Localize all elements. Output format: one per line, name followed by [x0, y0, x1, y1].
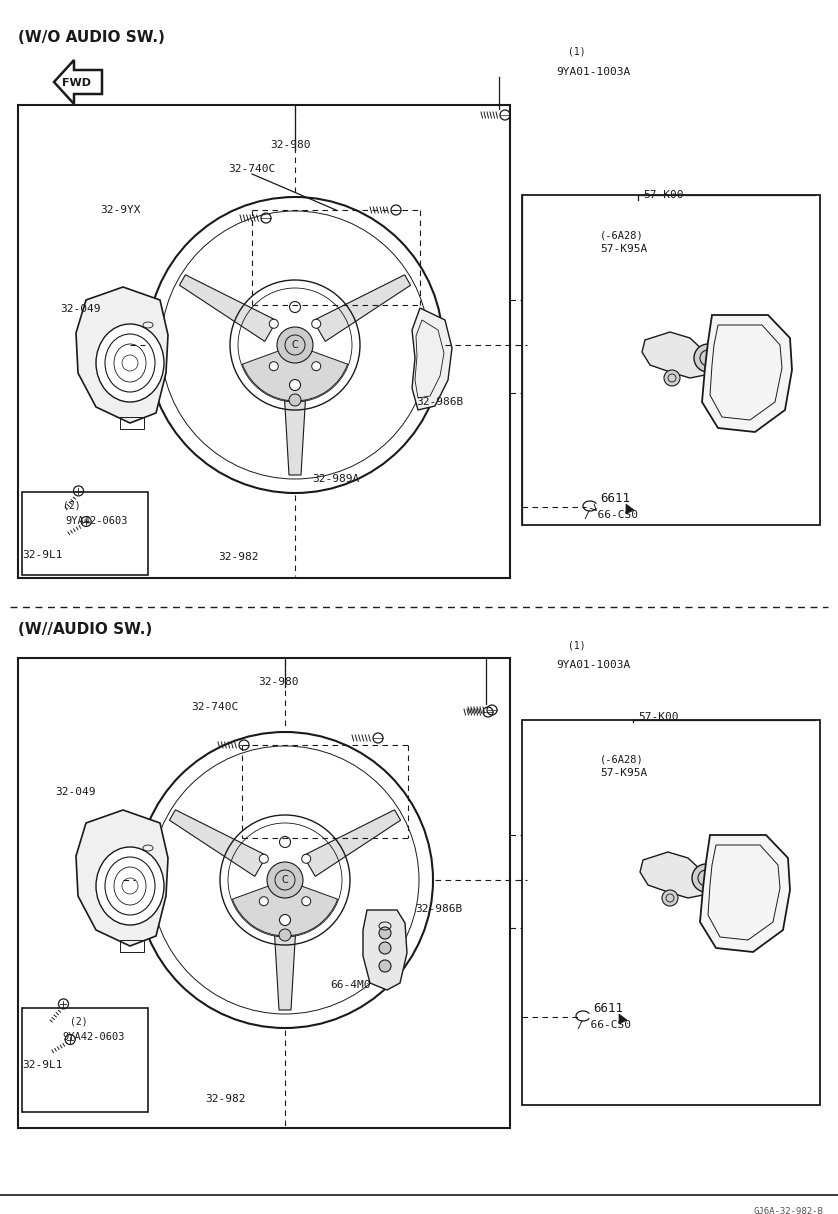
Circle shape [662, 890, 678, 906]
Polygon shape [702, 314, 792, 432]
Text: 9YA01-1003A: 9YA01-1003A [556, 660, 630, 670]
Text: (1): (1) [568, 640, 586, 649]
Circle shape [379, 927, 391, 938]
Text: 57-K95A: 57-K95A [600, 244, 647, 254]
Text: 32-740C: 32-740C [191, 702, 239, 711]
Polygon shape [169, 810, 266, 877]
Text: 32-980: 32-980 [258, 677, 298, 687]
Circle shape [289, 395, 301, 405]
Polygon shape [313, 274, 411, 341]
Circle shape [267, 862, 303, 898]
Wedge shape [242, 345, 348, 401]
Text: 32-986B: 32-986B [416, 397, 463, 407]
Polygon shape [283, 373, 307, 475]
Text: 32-9L1: 32-9L1 [22, 550, 63, 560]
Text: (2): (2) [70, 1016, 88, 1026]
Circle shape [289, 380, 301, 391]
Text: 9YA42-0603: 9YA42-0603 [62, 1032, 125, 1042]
Bar [522, 720, 820, 1105]
Text: GJ6A-32-982-B: GJ6A-32-982-B [753, 1207, 823, 1214]
Text: 32-049: 32-049 [60, 304, 101, 314]
Wedge shape [232, 880, 338, 936]
Text: C: C [282, 875, 288, 885]
Circle shape [269, 362, 278, 370]
Circle shape [259, 855, 268, 863]
Text: 32-980: 32-980 [270, 140, 310, 151]
Text: (-6A28): (-6A28) [600, 754, 644, 764]
Bar [120, 416, 144, 429]
Circle shape [269, 319, 278, 328]
Circle shape [692, 864, 720, 892]
Circle shape [302, 855, 311, 863]
Text: C: C [292, 340, 298, 350]
Polygon shape [412, 308, 452, 410]
Text: (2): (2) [63, 500, 80, 510]
Polygon shape [700, 835, 790, 952]
Bar [522, 195, 820, 524]
Bar [18, 104, 510, 578]
Text: 32-982: 32-982 [205, 1094, 246, 1104]
Text: 32-989A: 32-989A [312, 473, 360, 484]
Circle shape [379, 942, 391, 954]
Polygon shape [303, 810, 401, 877]
Circle shape [312, 319, 321, 328]
Text: 57-K95A: 57-K95A [600, 768, 647, 778]
Text: (W//AUDIO SW.): (W//AUDIO SW.) [18, 622, 153, 637]
Circle shape [664, 370, 680, 386]
Polygon shape [76, 287, 168, 422]
Text: 9YA42-0603: 9YA42-0603 [65, 516, 127, 526]
Text: 32-9YX: 32-9YX [100, 205, 141, 215]
Circle shape [279, 929, 291, 941]
Circle shape [259, 897, 268, 906]
Text: / 66-CS0: / 66-CS0 [584, 510, 638, 520]
Circle shape [379, 960, 391, 972]
Bar [120, 940, 144, 952]
Ellipse shape [96, 847, 164, 925]
Ellipse shape [96, 324, 164, 402]
Text: 32-986B: 32-986B [415, 904, 463, 914]
Bar [18, 658, 510, 1128]
Circle shape [277, 327, 313, 363]
Text: 66-4M0: 66-4M0 [330, 980, 370, 989]
Polygon shape [179, 274, 277, 341]
Text: 32-049: 32-049 [55, 787, 96, 798]
Polygon shape [626, 504, 634, 514]
Polygon shape [76, 810, 168, 946]
Text: FWD: FWD [61, 78, 91, 87]
Text: 32-9L1: 32-9L1 [22, 1060, 63, 1070]
Text: 6611: 6611 [593, 1002, 623, 1015]
Text: 9YA01-1003A: 9YA01-1003A [556, 67, 630, 76]
Text: / 66-CS0: / 66-CS0 [577, 1020, 631, 1029]
Polygon shape [273, 908, 297, 1010]
Circle shape [289, 301, 301, 312]
Text: (-6A28): (-6A28) [600, 229, 644, 240]
Polygon shape [619, 1014, 627, 1023]
Polygon shape [640, 852, 708, 898]
Polygon shape [363, 910, 407, 989]
Text: (W/O AUDIO SW.): (W/O AUDIO SW.) [18, 30, 165, 45]
Text: 32-982: 32-982 [218, 552, 258, 562]
Bar [22, 492, 148, 575]
Text: 6611: 6611 [600, 492, 630, 505]
Text: (1): (1) [568, 47, 586, 57]
Circle shape [694, 344, 722, 371]
Circle shape [312, 362, 321, 370]
Circle shape [280, 914, 291, 925]
Circle shape [280, 836, 291, 847]
Bar [22, 1008, 148, 1112]
Text: 57-K00: 57-K00 [643, 191, 684, 200]
Text: 57-K00: 57-K00 [638, 711, 679, 722]
Text: 32-740C: 32-740C [229, 164, 276, 174]
Polygon shape [642, 331, 710, 378]
Polygon shape [54, 59, 102, 104]
Circle shape [302, 897, 311, 906]
